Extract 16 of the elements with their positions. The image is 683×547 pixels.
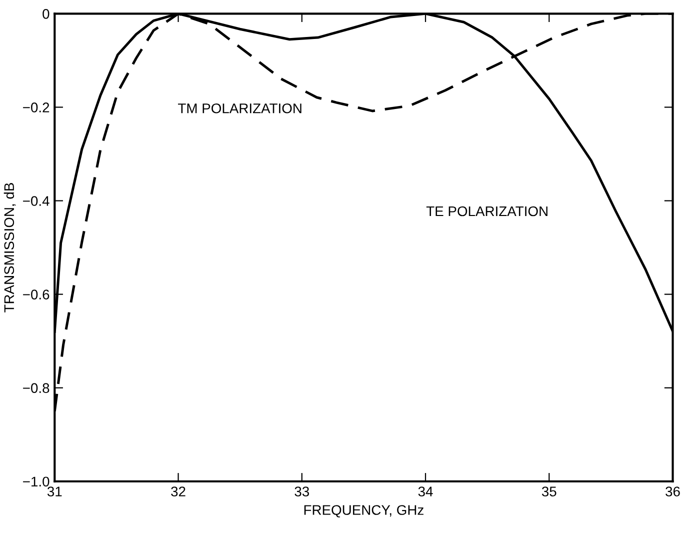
x-axis-title: FREQUENCY, GHz	[304, 505, 424, 518]
y-axis-title: TRANSMISSION, dB	[4, 183, 16, 312]
y-tick-label: −1.0	[23, 476, 50, 487]
y-tick-label: −0.6	[23, 290, 50, 300]
annotation: TE POLARIZATION	[426, 206, 548, 216]
x-tick-label: 35	[542, 486, 556, 496]
x-tick-label: 31	[47, 486, 62, 496]
x-tick-label: 36	[666, 486, 680, 496]
y-tick-label: −0.4	[23, 196, 50, 206]
x-tick-label: 32	[171, 486, 186, 496]
x-tick-label: 34	[418, 486, 433, 496]
x-tick-label: 33	[294, 486, 309, 496]
y-tick-label: 0	[42, 9, 50, 19]
y-tick-label: −0.8	[23, 383, 50, 393]
y-tick-label: −0.2	[23, 102, 50, 112]
annotation: TM POLARIZATION	[178, 103, 302, 114]
